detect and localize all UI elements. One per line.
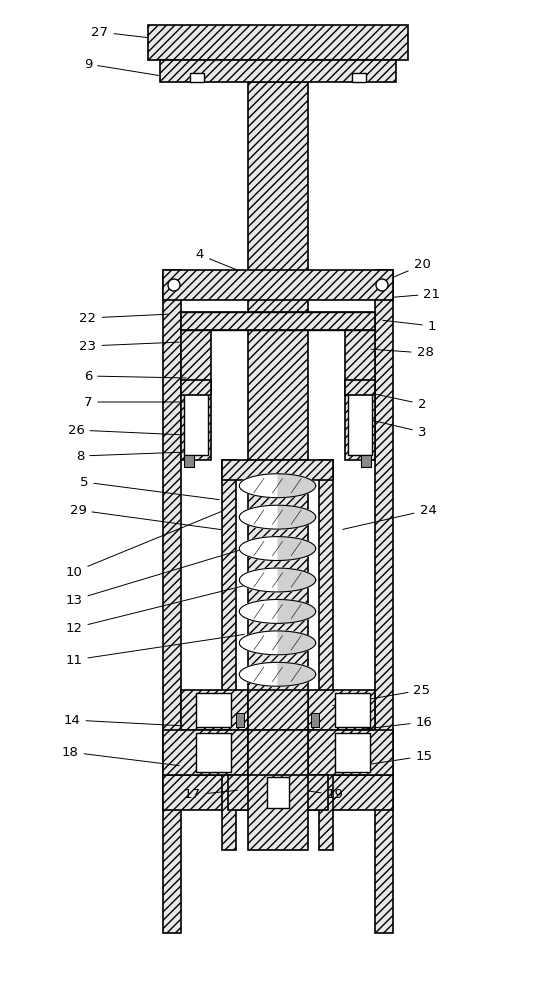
Polygon shape (239, 537, 316, 561)
Text: 23: 23 (80, 340, 179, 353)
Text: 26: 26 (68, 424, 183, 436)
Polygon shape (278, 568, 316, 592)
Text: 20: 20 (384, 258, 430, 281)
Bar (311, 713, 319, 727)
Text: 4: 4 (196, 248, 254, 277)
Text: 21: 21 (387, 288, 440, 300)
Bar (181, 330, 211, 460)
Bar (163, 730, 393, 775)
Bar (190, 73, 204, 82)
Polygon shape (239, 631, 316, 655)
Polygon shape (278, 474, 316, 498)
Text: 22: 22 (80, 312, 169, 324)
Bar (289, 775, 328, 810)
Text: 15: 15 (361, 750, 433, 766)
Bar (236, 713, 244, 727)
Text: 12: 12 (65, 586, 244, 635)
Text: 16: 16 (359, 716, 433, 730)
Polygon shape (239, 568, 316, 592)
Bar (267, 777, 289, 808)
Bar (348, 380, 372, 455)
Bar (181, 690, 375, 730)
Bar (248, 730, 308, 775)
Polygon shape (278, 631, 316, 655)
Bar (335, 693, 370, 727)
Bar (160, 60, 396, 82)
Text: 7: 7 (84, 395, 187, 408)
Text: 5: 5 (80, 476, 219, 500)
Text: 2: 2 (368, 393, 426, 410)
Polygon shape (239, 662, 316, 686)
Bar (345, 380, 375, 395)
Polygon shape (278, 505, 316, 529)
Text: 13: 13 (65, 549, 244, 606)
Text: 29: 29 (70, 504, 221, 530)
Bar (248, 690, 308, 730)
Text: 28: 28 (371, 347, 433, 360)
Text: 14: 14 (64, 714, 183, 726)
Bar (319, 460, 333, 850)
Bar (333, 330, 345, 460)
Bar (228, 775, 267, 810)
Polygon shape (278, 599, 316, 623)
Text: 3: 3 (365, 419, 426, 438)
Text: 25: 25 (333, 684, 430, 706)
Bar (184, 455, 194, 467)
Bar (222, 460, 236, 850)
Bar (222, 460, 333, 480)
Bar (333, 460, 375, 850)
Text: 18: 18 (61, 746, 179, 766)
Bar (181, 460, 222, 850)
Text: 8: 8 (76, 450, 184, 462)
Bar (181, 380, 211, 395)
Text: 9: 9 (84, 57, 159, 76)
Bar (211, 330, 222, 460)
Text: 1: 1 (383, 320, 436, 332)
Bar (163, 270, 181, 933)
Polygon shape (239, 599, 316, 623)
Polygon shape (239, 474, 316, 498)
Text: 17: 17 (183, 788, 237, 802)
Text: 19: 19 (305, 788, 343, 802)
Circle shape (168, 279, 180, 291)
Bar (361, 455, 371, 467)
Bar (248, 460, 308, 850)
Bar (196, 733, 231, 772)
Bar (181, 312, 375, 330)
Bar (352, 73, 366, 82)
Polygon shape (278, 537, 316, 561)
Text: 27: 27 (91, 25, 165, 40)
Bar (148, 25, 408, 60)
Bar (163, 775, 393, 810)
Text: 10: 10 (65, 511, 223, 578)
Bar (184, 380, 208, 455)
Bar (196, 693, 231, 727)
Polygon shape (278, 662, 316, 686)
Bar (163, 270, 393, 300)
Bar (248, 82, 308, 488)
Text: 24: 24 (343, 504, 437, 529)
Bar (375, 270, 393, 933)
Circle shape (376, 279, 388, 291)
Text: 11: 11 (65, 634, 244, 666)
Polygon shape (239, 505, 316, 529)
Bar (345, 330, 375, 460)
Bar (335, 733, 370, 772)
Text: 6: 6 (84, 369, 186, 382)
